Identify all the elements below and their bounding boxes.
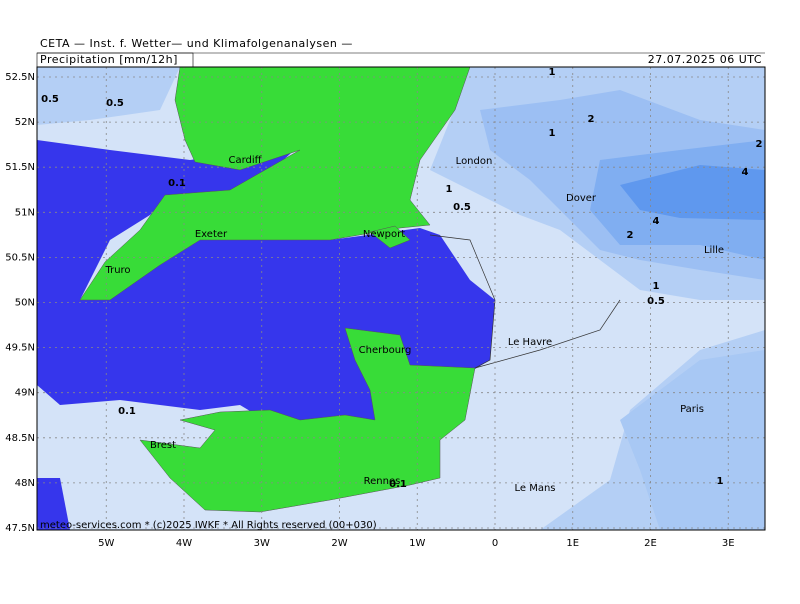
contour-label: 4: [742, 167, 749, 178]
lat-label: 49N: [15, 388, 35, 399]
lon-label: 1W: [409, 538, 425, 549]
contour-label: 1: [549, 67, 556, 78]
contour-label: 0.1: [168, 178, 186, 189]
contour-label: 0.5: [647, 296, 665, 307]
city-label: Dover: [566, 193, 597, 204]
lon-label: 3E: [722, 538, 735, 549]
lon-label: 1E: [566, 538, 579, 549]
precip-paris: [620, 350, 765, 530]
lon-label: 2W: [331, 538, 347, 549]
contour-label: 0.1: [389, 479, 407, 490]
field-name: Precipitation [mm/12h]: [40, 53, 178, 66]
land-france: [139, 327, 476, 513]
contour-label: 0.5: [453, 202, 471, 213]
contour-label: 2: [756, 139, 763, 150]
lon-label: 2E: [644, 538, 657, 549]
lon-label: 3W: [254, 538, 270, 549]
lat-label: 47.5N: [5, 523, 35, 534]
land-isle-of-wight: [369, 225, 411, 249]
city-label: Le Havre: [508, 337, 552, 348]
map-frame: [36, 66, 766, 531]
precip-north-west: [37, 67, 180, 125]
contour-label: 1: [549, 128, 556, 139]
city-label: Newport: [363, 229, 405, 240]
lon-label: 5W: [98, 538, 114, 549]
lat-label: 52.5N: [5, 72, 35, 83]
city-label: London: [456, 156, 493, 167]
lat-label: 48.5N: [5, 433, 35, 444]
coastline: [429, 234, 621, 369]
city-label: Cherbourg: [359, 345, 412, 356]
city-label: Paris: [680, 404, 704, 415]
contour-label: 0.1: [118, 406, 136, 417]
city-label: Rennes: [364, 476, 401, 487]
lat-label: 50.5N: [5, 252, 35, 263]
contour-label: 0.5: [106, 98, 124, 109]
contour-label: 2: [588, 114, 595, 125]
lon-label: 4W: [176, 538, 192, 549]
city-label: Brest: [150, 440, 176, 451]
map-area: [37, 67, 765, 530]
header-title: CETA — Inst. f. Wetter— und Klimafolgena…: [40, 37, 353, 50]
city-label: Lille: [704, 245, 724, 256]
contour-label: 0.5: [41, 94, 59, 105]
city-label: Le Mans: [514, 483, 555, 494]
contour-label: 4: [653, 216, 660, 227]
lat-label: 48N: [15, 478, 35, 489]
city-label: Truro: [104, 265, 130, 276]
copyright: meteo-services.com * (c)2025 IWKF * All …: [40, 520, 377, 531]
lon-label: 0: [492, 538, 498, 549]
lat-label: 50N: [15, 298, 35, 309]
lat-label: 51.5N: [5, 162, 35, 173]
precip-4: [620, 165, 765, 220]
contour-label: 1: [653, 281, 660, 292]
lat-label: 49.5N: [5, 343, 35, 354]
lat-label: 51N: [15, 207, 35, 218]
sea: [37, 478, 70, 530]
city-label: Cardiff: [228, 155, 262, 166]
contour-label: 1: [446, 184, 453, 195]
valid-time: 27.07.2025 06 UTC: [648, 53, 762, 66]
contour-label: 2: [627, 230, 634, 241]
city-label: Exeter: [195, 229, 228, 240]
contour-label: 1: [717, 476, 724, 487]
lat-label: 52N: [15, 117, 35, 128]
